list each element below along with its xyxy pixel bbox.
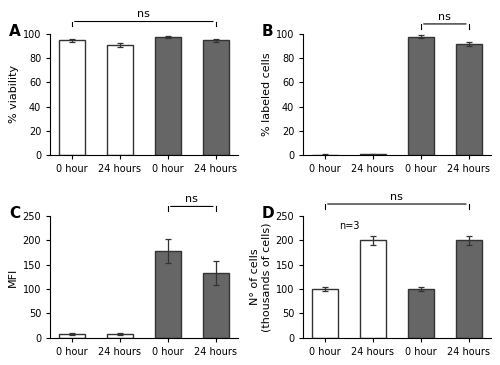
Bar (456, 44, 482, 155)
Text: ns: ns (390, 192, 404, 201)
Bar (408, 289, 434, 338)
Bar (408, 37, 434, 155)
Y-axis label: % viability: % viability (8, 65, 18, 123)
Bar (58, 41, 85, 155)
Text: A: A (9, 24, 20, 39)
Bar (202, 41, 229, 155)
Text: ns: ns (138, 9, 150, 19)
Text: D: D (262, 207, 274, 222)
Y-axis label: MFI: MFI (8, 267, 18, 287)
Y-axis label: N° of cells
(thousands of cells): N° of cells (thousands of cells) (250, 222, 272, 332)
Text: ns: ns (438, 12, 452, 22)
Y-axis label: % labeled cells: % labeled cells (262, 53, 272, 136)
Text: n=3: n=3 (340, 221, 360, 231)
Bar (312, 154, 338, 155)
Bar (154, 251, 181, 338)
Bar (202, 273, 229, 338)
Text: ns: ns (186, 194, 198, 204)
Bar (58, 334, 85, 338)
Text: B: B (262, 24, 274, 39)
Bar (360, 154, 386, 155)
Bar (106, 334, 133, 338)
Bar (312, 289, 338, 338)
Text: C: C (9, 207, 20, 222)
Bar (106, 45, 133, 155)
Bar (154, 37, 181, 155)
Bar (456, 241, 482, 338)
Bar (360, 241, 386, 338)
